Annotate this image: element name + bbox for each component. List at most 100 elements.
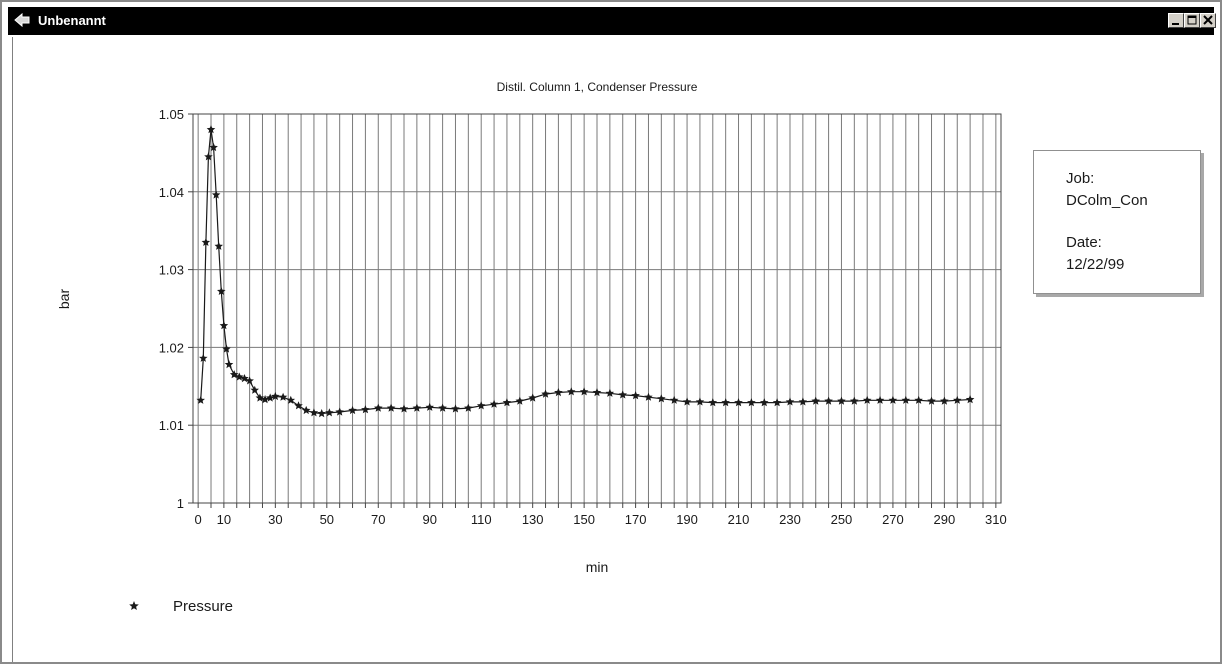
data-point: [747, 398, 756, 407]
x-axis-label: min: [586, 559, 609, 575]
data-point: [605, 388, 615, 397]
pressure-chart: 0 10 30 50 70 90 110 130 150 170 190 210 230 250 270 29…: [56, 80, 1007, 615]
data-point: [785, 397, 795, 406]
data-point: [245, 376, 254, 385]
x-tick-label: 250: [831, 512, 853, 527]
data-point: [196, 395, 205, 404]
legend-star-icon: [129, 601, 139, 610]
data-point: [214, 241, 223, 250]
data-point: [541, 389, 550, 398]
data-point: [222, 344, 231, 353]
data-point: [325, 408, 334, 417]
data-point: [374, 403, 383, 412]
data-point: [592, 388, 602, 397]
legend-marker-pressure: [129, 601, 139, 610]
data-point: [294, 401, 303, 410]
data-point: [502, 398, 512, 407]
data-point: [953, 395, 962, 404]
data-point: [657, 394, 666, 403]
data-point: [579, 387, 589, 396]
data-point: [235, 372, 244, 381]
data-point: [265, 393, 275, 402]
x-tick-label: 190: [676, 512, 698, 527]
data-point: [811, 396, 820, 405]
x-tick-label: 90: [423, 512, 437, 527]
data-point: [224, 360, 234, 369]
data-point: [438, 403, 447, 412]
data-point: [260, 395, 270, 404]
x-tick-label: 70: [371, 512, 385, 527]
data-point: [708, 398, 718, 407]
data-point: [286, 395, 296, 404]
x-tick-label: 110: [471, 512, 492, 527]
chart-area: 0 10 30 50 70 90 110 130 150 170 190 210 230 250 270 29…: [12, 37, 1215, 662]
app-arrow-icon: [14, 13, 30, 28]
data-point: [206, 125, 216, 134]
data-point: [760, 398, 769, 407]
x-tick-label: 270: [882, 512, 904, 527]
data-point: [425, 402, 434, 411]
data-point: [386, 403, 396, 412]
data-point: [451, 404, 460, 413]
x-tick-label: 210: [728, 512, 750, 527]
data-point: [317, 409, 326, 418]
title-bar[interactable]: Unbenannt: [8, 7, 1216, 35]
x-tick-label: 30: [268, 512, 282, 527]
data-point: [631, 391, 640, 400]
data-point: [271, 391, 280, 401]
data-point: [940, 396, 949, 405]
job-value: DColm_Con: [1066, 192, 1148, 209]
data-point: [888, 395, 898, 404]
close-button[interactable]: [1200, 13, 1216, 28]
data-point: [734, 398, 743, 407]
data-point: [199, 353, 208, 362]
data-point: [567, 387, 576, 396]
legend-label-pressure: Pressure: [173, 598, 233, 615]
data-point: [255, 393, 265, 402]
data-point: [301, 405, 311, 415]
x-tick-label: 310: [985, 512, 1007, 527]
data-point: [927, 396, 936, 405]
data-point: [217, 286, 226, 295]
data-point: [554, 388, 563, 397]
data-point: [682, 397, 692, 406]
y-axis-label: bar: [56, 289, 72, 310]
chart-grid: [193, 113, 1001, 504]
maximize-button[interactable]: [1184, 13, 1200, 28]
date-label: Date:: [1066, 234, 1102, 251]
data-point: [476, 401, 486, 410]
data-point: [399, 404, 409, 413]
data-point: [464, 403, 473, 412]
data-point: [211, 190, 221, 199]
date-value: 12/22/99: [1066, 256, 1125, 273]
data-point: [914, 395, 923, 404]
close-icon: [1203, 15, 1213, 25]
x-tick-label: 10: [217, 512, 231, 527]
data-point: [618, 390, 627, 399]
data-point: [772, 398, 782, 407]
job-label: Job:: [1066, 170, 1095, 187]
x-tick-label: 290: [934, 512, 956, 527]
data-point: [250, 385, 259, 394]
data-point: [361, 405, 370, 414]
data-point: [278, 392, 288, 401]
data-point: [644, 392, 653, 401]
data-point: [695, 397, 705, 406]
x-tick-label: 170: [625, 512, 647, 527]
y-tick-label: 1.05: [159, 107, 184, 122]
data-point: [219, 321, 229, 330]
y-tick-label: 1: [177, 496, 184, 511]
data-point: [965, 395, 975, 404]
data-point: [824, 396, 833, 405]
data-point: [309, 408, 319, 417]
minimize-button[interactable]: [1168, 13, 1184, 28]
data-point: [528, 393, 537, 402]
data-point: [798, 397, 808, 406]
x-tick-label: 150: [573, 512, 595, 527]
minimize-icon: [1172, 23, 1179, 25]
chart-title: Distil. Column 1, Condenser Pressure: [497, 80, 698, 94]
data-point: [201, 237, 211, 246]
data-series-pressure: [196, 125, 975, 418]
chart-legend: Pressure: [129, 598, 233, 615]
